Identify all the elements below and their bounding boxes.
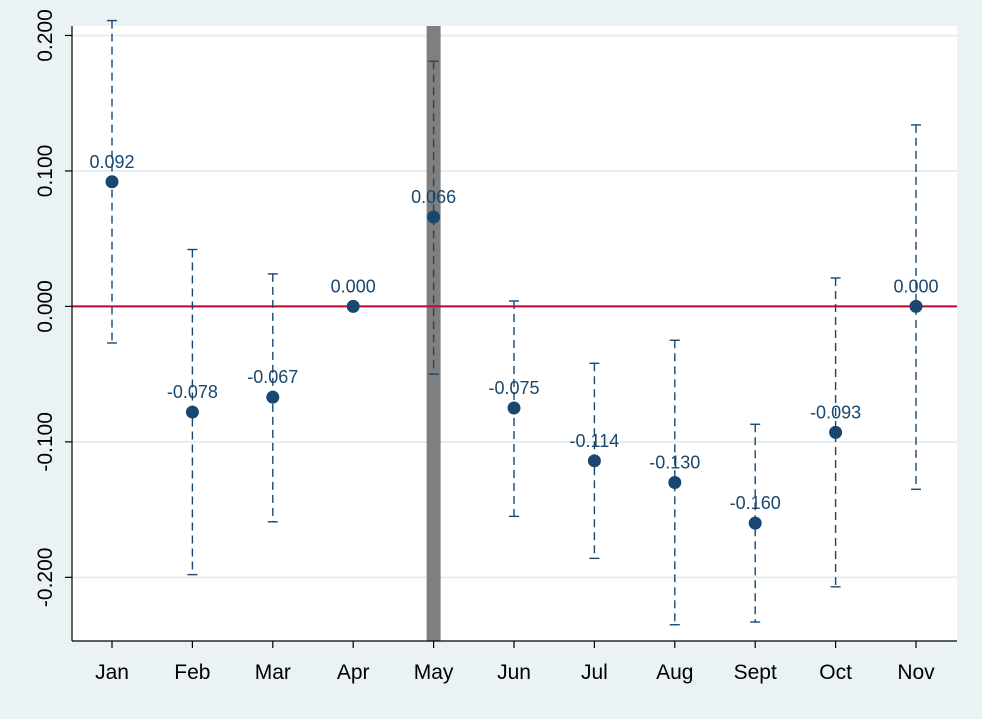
data-label: -0.067 [247, 367, 298, 387]
data-label: -0.160 [730, 493, 781, 513]
x-tick-label: Feb [174, 661, 210, 684]
data-point-jun [507, 401, 521, 415]
data-point-mar [266, 390, 280, 404]
x-tick-label: Mar [255, 661, 291, 684]
x-tick-label: May [414, 661, 454, 684]
x-tick-label: Apr [337, 661, 370, 684]
data-point-jul [587, 454, 601, 468]
x-tick-label: Jul [581, 661, 608, 684]
y-tick-label: -0.200 [34, 548, 57, 608]
highlight-band [426, 26, 441, 641]
data-labels: 0.092 -0.078 -0.067 0.000 0.066 -0.075 -0.114 -… [89, 152, 938, 513]
data-point-feb [185, 405, 199, 419]
data-point-apr [346, 299, 360, 313]
data-point-jan [105, 175, 119, 189]
y-tick-label: 0.100 [34, 145, 57, 198]
data-label: 0.092 [89, 152, 134, 172]
x-tick-label: Aug [656, 661, 693, 684]
data-point-nov [909, 299, 923, 313]
axes: 0.200 0.100 0.000 -0.100 -0.200 Jan Feb Mar Apr M… [34, 9, 957, 684]
data-label: -0.114 [570, 431, 620, 451]
data-point-aug [668, 476, 682, 490]
y-tick-label: 0.200 [34, 9, 57, 62]
y-tick-label: -0.100 [34, 412, 57, 472]
data-label: 0.066 [411, 187, 456, 207]
x-tick-label: Oct [819, 661, 852, 684]
x-tick-label: Jan [95, 661, 129, 684]
x-tick-label: Nov [897, 661, 935, 684]
data-label: 0.000 [893, 276, 938, 296]
data-label: -0.075 [488, 378, 539, 398]
y-tick-label: 0.000 [34, 280, 57, 333]
data-points [105, 175, 923, 530]
data-label: 0.000 [331, 276, 376, 296]
data-label: -0.093 [810, 402, 861, 422]
data-point-may [427, 210, 441, 224]
data-point-oct [829, 425, 843, 439]
highlight-band-layer [426, 26, 441, 641]
data-label: -0.130 [649, 453, 700, 473]
data-point-sept [748, 516, 762, 530]
data-label: -0.078 [167, 382, 218, 402]
x-tick-label: Jun [497, 661, 531, 684]
x-tick-label: Sept [734, 661, 777, 684]
